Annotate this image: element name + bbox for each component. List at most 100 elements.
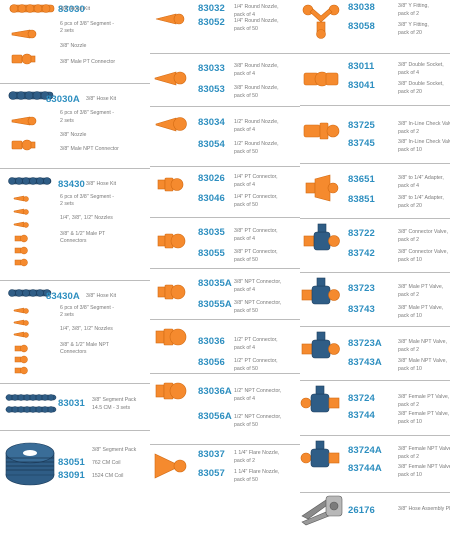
- description: pack of 50: [234, 366, 258, 372]
- description: 1524 CM Coil: [92, 473, 124, 479]
- description: pack of 10: [398, 313, 422, 319]
- description: 3/8" Female PT Valve,: [398, 394, 450, 400]
- part-number: 83723: [348, 283, 375, 294]
- product-row-83032: 83032 83052 1/4" Round Nozzle, pack of 4 1/4…: [150, 0, 300, 54]
- part-number: 83033: [198, 63, 225, 74]
- description: Connectors: [60, 349, 87, 355]
- description: 6 pcs of 3/8" Segment -: [60, 110, 115, 116]
- product-row-83035: 83035 83055 3/8" PT Connector, pack of 4 3/8…: [150, 217, 300, 269]
- part-number: 83091: [58, 470, 85, 481]
- product-row-83036: 83036 83056 1/2" PT Connector, pack of 4 1/2…: [150, 319, 300, 374]
- part-number: 83722: [348, 228, 375, 239]
- product-row-83722: 83722 83742 3/8" Connector Valve, pack of 2…: [300, 218, 450, 273]
- part-number: 83430: [58, 179, 85, 190]
- description: 3/8" Male NPT Connector: [60, 146, 119, 152]
- part-number: 83430A: [46, 291, 80, 302]
- description: pack of 20: [398, 203, 422, 209]
- hose-kit-orange-image: [9, 4, 55, 65]
- hose-kit-blue-npt-image: [8, 289, 52, 375]
- part-number: 83035A: [198, 278, 232, 289]
- description: 3/8" Connector Valve,: [398, 249, 448, 255]
- description: pack of 2: [398, 237, 420, 243]
- double-socket-image: [303, 71, 339, 87]
- description: 3/8" Hose Kit: [86, 293, 117, 299]
- part-number: 83036A: [198, 386, 232, 397]
- part-number: 83038: [348, 2, 375, 13]
- product-row-83430A: 83430A 3/8" Hose Kit 6 pcs of 3/8" Segme…: [0, 280, 150, 384]
- description: 3/8" Segment Pack: [92, 397, 137, 403]
- description: 1/2" NPT Connector,: [234, 388, 282, 394]
- description: 2 sets: [60, 201, 74, 207]
- product-row-83011: 83011 83041 3/8" Double Socket, pack of 4 3/…: [300, 53, 450, 106]
- description: pack of 10: [398, 147, 422, 153]
- part-number: 83057: [198, 468, 225, 479]
- product-row-83724: 83724 83744 3/8" Female PT Valve, pack of 2…: [300, 380, 450, 436]
- round-nozzle-1-2-image: [155, 117, 187, 132]
- description: pack of 4: [234, 345, 256, 351]
- description: pack of 10: [398, 257, 422, 263]
- description: 2 sets: [60, 28, 74, 34]
- description: 1/2" PT Connector,: [234, 337, 278, 343]
- product-row-83034: 83034 83054 1/2" Round Nozzle, pack of 4 1/2…: [150, 106, 300, 167]
- part-number: 83032: [198, 3, 225, 14]
- description: pack of 4: [398, 183, 420, 189]
- part-number: 83036: [198, 336, 225, 347]
- part-number: 83041: [348, 80, 375, 91]
- description: pack of 4: [234, 127, 256, 133]
- description: 3/8" & 1/2" Male PT: [60, 231, 106, 237]
- description: pack of 10: [398, 472, 422, 478]
- description: 1/4" PT Connector,: [234, 194, 278, 200]
- male-pt-valve-image: [301, 277, 340, 305]
- part-number: 83034: [198, 117, 225, 128]
- inline-check-valve-image: [303, 122, 340, 140]
- description: 1 1/4" Flare Nozzle,: [234, 469, 280, 475]
- female-npt-valve-image: [300, 440, 340, 468]
- description: 1/4" PT Connector,: [234, 174, 278, 180]
- description: pack of 4: [234, 287, 256, 293]
- description: pack of 4: [398, 70, 420, 76]
- description: 3/8" Male PT Valve,: [398, 305, 444, 311]
- description: 3/8" In-Line Check Valve,: [398, 139, 450, 145]
- adapter-image: [305, 174, 339, 202]
- part-number: 83724A: [348, 445, 382, 456]
- product-row-83037: 83037 83057 1 1/4" Flare Nozzle, pack of 2 1…: [150, 444, 300, 546]
- description: 3/8" Female NPT Valve,: [398, 446, 450, 452]
- description: 3/8" NPT Connector,: [234, 300, 282, 306]
- flare-nozzle-image: [154, 453, 187, 479]
- part-number: 83055A: [198, 299, 232, 310]
- description: 14.5 CM - 3 sets: [92, 405, 131, 411]
- description: 3/8" Nozzle: [60, 132, 87, 138]
- product-row-83030A: 83030A 3/8" Hose Kit 6 pcs of 3/8" Segme…: [0, 83, 150, 169]
- part-number: 83056: [198, 357, 225, 368]
- product-row-83035A: 83035A 83055A 3/8" NPT Connector, pack of 4…: [150, 268, 300, 320]
- part-number: 83030: [58, 4, 85, 15]
- product-row-83026: 83026 83046 1/4" PT Connector, pack of 4 1/4…: [150, 166, 300, 218]
- part-number: 83743: [348, 304, 375, 315]
- description: pack of 2: [398, 402, 420, 408]
- part-number: 83035: [198, 227, 225, 238]
- part-number: 83051: [58, 457, 85, 468]
- product-row-83030: 83030 3/8" Hose Kit 6 pcs of 3/8" Segmen…: [0, 0, 150, 84]
- product-row-83031: 83031 3/8" Segment Pack 14.5 CM - 3 sets: [0, 383, 150, 431]
- description: 2 sets: [60, 312, 74, 318]
- part-number: 83053: [198, 84, 225, 95]
- npt-connector-1-2-image: [155, 382, 187, 400]
- description: pack of 2: [398, 292, 420, 298]
- description: 3/8" to 1/4" Adapter,: [398, 195, 444, 201]
- description: pack of 50: [234, 257, 258, 263]
- pt-connector-1-4-image: [157, 177, 184, 192]
- description: 3/8" Round Nozzle,: [234, 63, 279, 69]
- description: 3/8" Male PT Valve,: [398, 284, 444, 290]
- description: 3/8" Male NPT Valve,: [398, 339, 447, 345]
- hose-pliers-image: [301, 495, 343, 526]
- part-number: 83725: [348, 120, 375, 131]
- description: 3/8" Round Nozzle,: [234, 85, 279, 91]
- description: 1/2" NPT Connector,: [234, 414, 282, 420]
- pt-connector-1-2-image: [155, 328, 187, 346]
- description: pack of 10: [398, 419, 422, 425]
- description: 3/8" PT Connector,: [234, 228, 278, 234]
- description: pack of 2: [234, 458, 256, 464]
- description: 1/4", 3/8", 1/2" Nozzles: [60, 326, 113, 332]
- description: pack of 50: [234, 93, 258, 99]
- description: pack of 4: [234, 12, 256, 18]
